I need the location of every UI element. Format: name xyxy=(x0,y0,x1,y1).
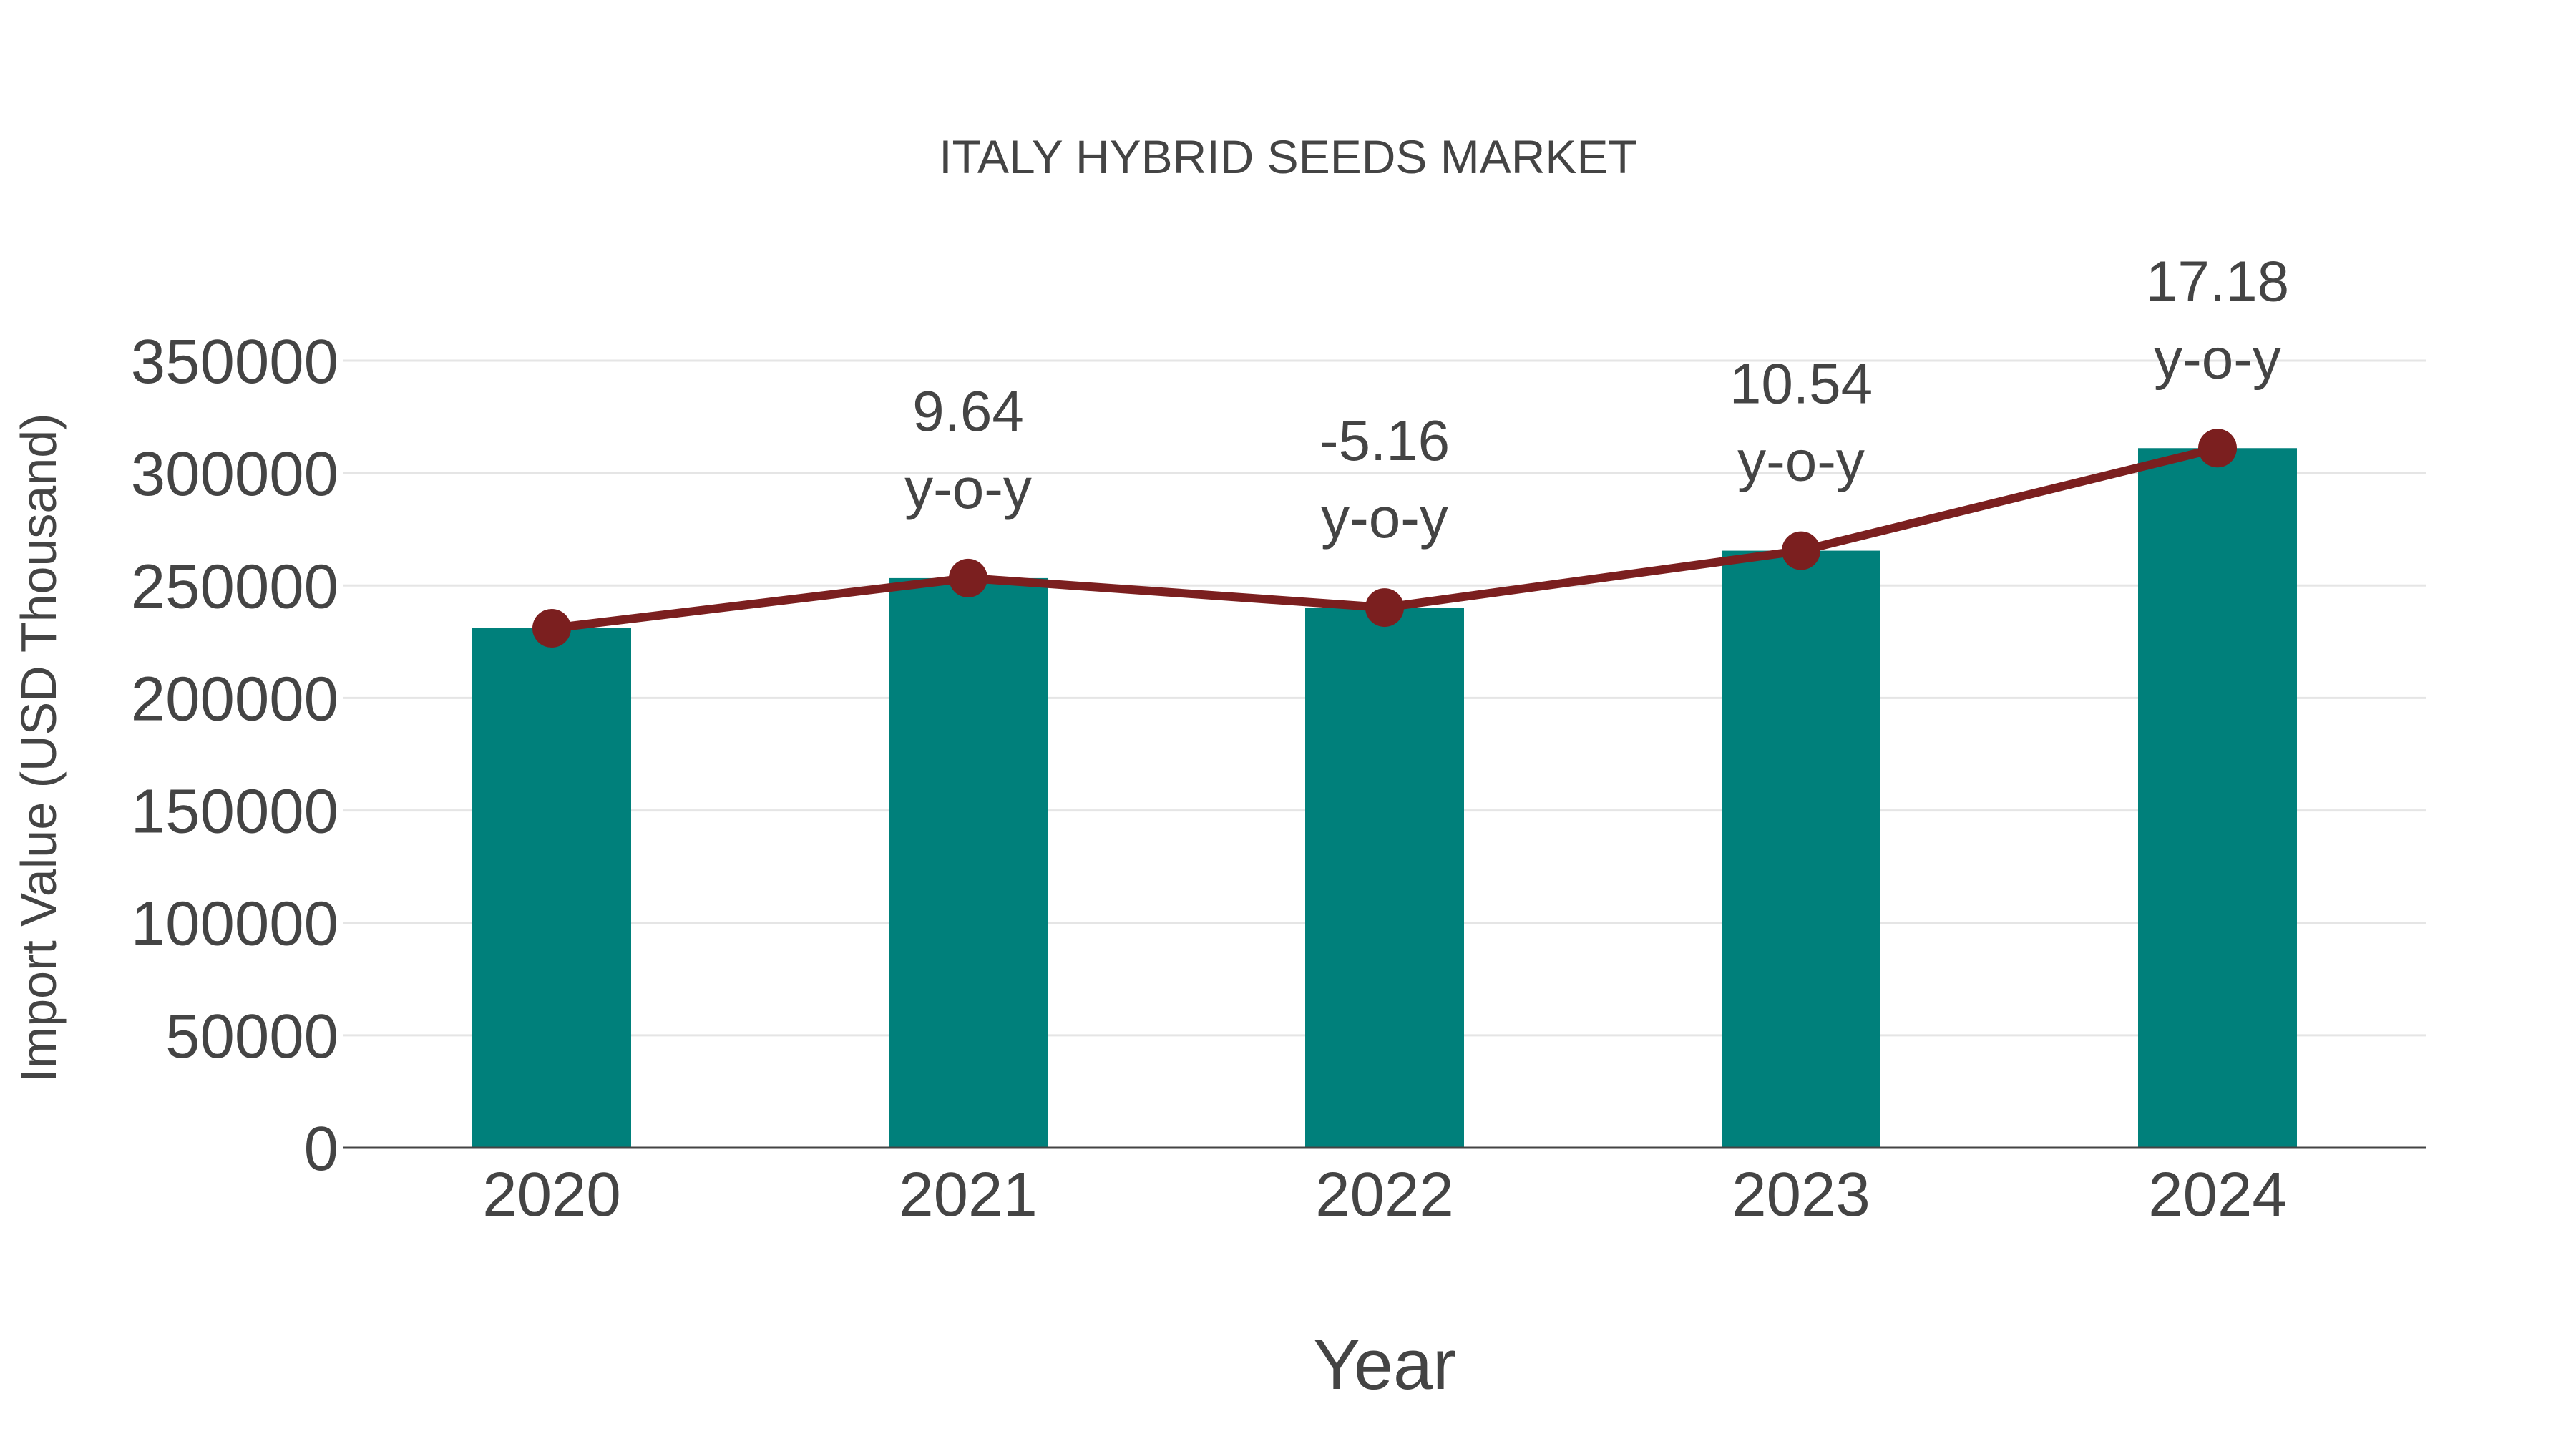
yoy-label: y-o-y xyxy=(1321,486,1448,550)
y-tick-label: 200000 xyxy=(131,664,338,733)
yoy-label: y-o-y xyxy=(904,457,1032,520)
x-axis-ticks: 2020 2021 2022 2023 2024 xyxy=(482,1160,2287,1229)
marker-2021 xyxy=(949,558,987,597)
trend-line xyxy=(532,429,2237,648)
y-tick-label: 300000 xyxy=(131,439,338,509)
bar-2023 xyxy=(1722,550,1880,1148)
yoy-value: 9.64 xyxy=(912,379,1024,443)
bars xyxy=(472,448,2297,1148)
yoy-label: y-o-y xyxy=(1737,429,1865,493)
yoy-value: -5.16 xyxy=(1319,409,1450,472)
marker-2024 xyxy=(2198,429,2237,468)
x-tick-label: 2022 xyxy=(1315,1160,1454,1229)
yoy-label: y-o-y xyxy=(2154,326,2281,390)
bar-2021 xyxy=(889,577,1048,1148)
x-tick-label: 2024 xyxy=(2148,1160,2287,1229)
yoy-value: 10.54 xyxy=(1729,352,1873,416)
yoy-value: 17.18 xyxy=(2146,249,2289,313)
y-tick-label: 250000 xyxy=(131,552,338,621)
marker-2023 xyxy=(1782,531,1820,570)
yoy-annotations: 9.64 y-o-y -5.16 y-o-y 10.54 y-o-y 17.18 y-o-y xyxy=(904,249,2289,550)
y-tick-label: 150000 xyxy=(131,777,338,847)
y-axis-ticks: 0 50000 100000 150000 200000 250000 300000 3500… xyxy=(131,327,338,1184)
bar-2022 xyxy=(1305,608,1464,1148)
y-axis-title: Import Value (USD Thousand) xyxy=(11,413,67,1082)
y-tick-label: 350000 xyxy=(131,327,338,396)
bar-2024 xyxy=(2138,448,2297,1148)
chart-title: ITALY HYBRID SEEDS MARKET xyxy=(939,130,1637,183)
x-tick-label: 2020 xyxy=(482,1160,621,1229)
y-tick-label: 50000 xyxy=(165,1002,338,1071)
bar-2020 xyxy=(472,628,631,1148)
y-tick-label: 100000 xyxy=(131,889,338,959)
marker-2022 xyxy=(1365,588,1404,628)
x-tick-label: 2021 xyxy=(899,1160,1038,1229)
marker-2020 xyxy=(532,609,571,648)
x-axis-title: Year xyxy=(1313,1324,1456,1404)
x-tick-label: 2023 xyxy=(1732,1160,1870,1229)
y-tick-label: 0 xyxy=(304,1114,338,1184)
